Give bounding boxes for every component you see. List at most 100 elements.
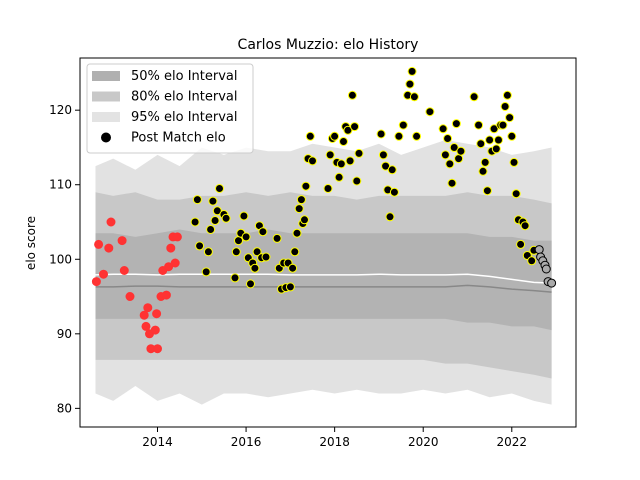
legend-swatch <box>92 71 120 81</box>
post-match-point <box>407 66 417 76</box>
post-match-point <box>252 247 262 257</box>
post-match-point <box>150 325 160 335</box>
post-match-point <box>352 176 362 186</box>
post-match-point <box>334 172 344 182</box>
post-match-point <box>482 186 492 196</box>
post-match-point <box>166 243 176 253</box>
post-match-point <box>91 277 101 287</box>
post-match-point <box>231 247 241 257</box>
legend-label: 95% elo Interval <box>131 110 238 125</box>
post-match-point <box>454 154 464 164</box>
post-match-point <box>520 221 530 231</box>
post-match-point <box>449 143 459 152</box>
post-match-point <box>234 236 243 246</box>
post-match-point <box>500 102 510 111</box>
post-match-point <box>305 131 315 141</box>
post-match-point <box>195 241 205 251</box>
post-match-point <box>474 120 484 130</box>
post-match-point <box>478 166 488 176</box>
y-tick-label: 100 <box>49 252 72 266</box>
post-match-point <box>215 184 224 193</box>
post-match-point <box>345 156 355 166</box>
post-match-point <box>509 157 519 167</box>
post-match-point <box>285 282 295 292</box>
post-match-point <box>389 187 399 197</box>
post-match-point <box>409 92 419 102</box>
post-match-point <box>469 92 479 102</box>
x-tick-label: 2014 <box>142 435 173 449</box>
post-match-point <box>323 184 333 193</box>
x-tick-label: 2018 <box>319 435 350 449</box>
post-match-point <box>507 131 517 141</box>
post-match-point <box>143 303 153 313</box>
post-match-point <box>502 90 512 100</box>
post-match-point <box>547 278 557 288</box>
post-match-point <box>491 144 501 154</box>
post-match-point <box>119 266 129 275</box>
chart-title: Carlos Muzzio: elo History <box>238 37 419 53</box>
post-match-point <box>516 239 526 249</box>
post-match-point <box>447 178 457 188</box>
legend-label: 80% elo Interval <box>131 90 238 105</box>
post-match-point <box>201 267 211 277</box>
post-match-point <box>412 131 422 141</box>
post-match-point <box>208 196 218 206</box>
post-match-point <box>288 263 298 273</box>
y-tick-label: 110 <box>49 178 72 192</box>
post-match-point <box>210 216 220 225</box>
legend-label: 50% elo Interval <box>131 69 238 84</box>
post-match-point <box>445 159 455 169</box>
legend-swatch <box>92 112 120 122</box>
post-match-point <box>104 243 114 253</box>
post-match-point <box>354 148 364 158</box>
post-match-point <box>206 225 216 234</box>
post-match-point <box>161 290 171 300</box>
post-match-point <box>152 309 162 319</box>
post-match-point <box>250 263 260 273</box>
post-match-point <box>292 228 302 238</box>
post-match-point <box>261 252 271 262</box>
post-match-point <box>258 227 268 237</box>
post-match-point <box>480 157 490 167</box>
post-match-point <box>381 161 391 171</box>
post-match-point <box>221 213 231 223</box>
post-match-point <box>230 273 240 283</box>
post-match-point <box>476 139 486 149</box>
post-match-point <box>394 131 404 141</box>
legend-swatch <box>92 91 120 102</box>
post-match-point <box>330 131 340 141</box>
post-match-point <box>94 239 104 249</box>
post-match-point <box>301 181 311 191</box>
post-match-point <box>350 122 360 132</box>
post-match-point <box>489 124 499 134</box>
band-50-interval <box>95 229 552 331</box>
post-match-point <box>405 79 415 89</box>
post-match-point <box>164 262 174 272</box>
post-match-point <box>272 233 282 243</box>
post-match-point <box>376 129 386 139</box>
x-axis: 2014 2016 2018 2020 2022 <box>142 427 527 449</box>
post-match-point <box>485 135 495 145</box>
post-match-point <box>246 279 255 289</box>
x-tick-label: 2016 <box>231 435 262 449</box>
post-match-point <box>125 292 135 301</box>
post-match-point <box>99 269 108 279</box>
post-match-point <box>385 212 395 222</box>
post-match-point <box>378 150 388 160</box>
post-match-point <box>451 119 461 129</box>
post-match-point <box>139 310 149 320</box>
post-match-point <box>527 256 537 266</box>
post-match-point <box>296 195 306 205</box>
mean-line <box>95 273 552 284</box>
post-match-point <box>425 107 435 117</box>
legend-marker <box>101 132 111 143</box>
post-match-point <box>241 232 251 242</box>
x-tick-label: 2022 <box>497 435 528 449</box>
post-match-point <box>443 134 453 143</box>
post-match-point <box>343 125 353 135</box>
y-tick-label: 120 <box>49 103 72 117</box>
post-match-point <box>190 217 200 227</box>
post-match-point <box>212 206 222 216</box>
post-match-point <box>117 236 127 246</box>
post-match-point <box>505 113 515 123</box>
